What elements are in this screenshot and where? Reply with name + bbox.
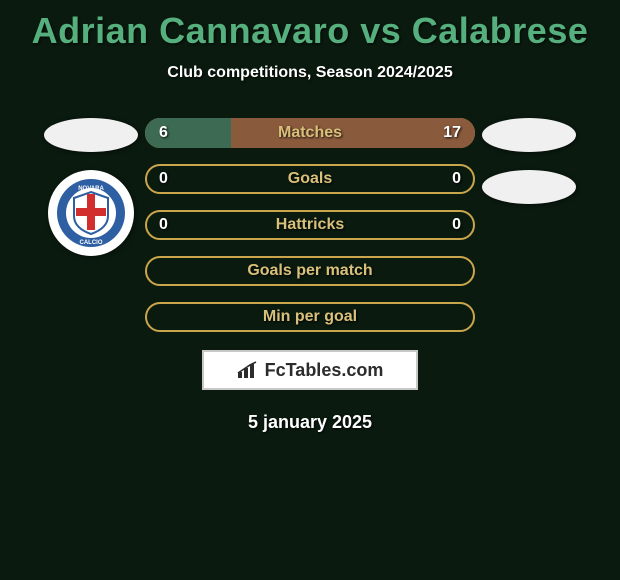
bar-matches: 6 Matches 17 [145, 118, 475, 148]
bar-label: Goals [288, 170, 332, 188]
bar-value-left: 0 [159, 170, 168, 188]
right-player-col [480, 118, 590, 204]
bar-fill-left [145, 118, 231, 148]
date: 5 january 2025 [0, 412, 620, 433]
brand-text: FcTables.com [265, 360, 384, 381]
comparison-card: Adrian Cannavaro vs Calabrese Club compe… [0, 0, 620, 580]
bar-label: Matches [278, 124, 342, 142]
right-club-badge [482, 170, 576, 204]
bar-value-right: 0 [452, 216, 461, 234]
bar-min-per-goal: Min per goal [145, 302, 475, 332]
bar-label: Hattricks [276, 216, 344, 234]
right-player-photo [482, 118, 576, 152]
page-title: Adrian Cannavaro vs Calabrese [0, 10, 620, 52]
bar-value-right: 17 [443, 124, 461, 142]
svg-text:CALCIO: CALCIO [80, 240, 103, 246]
bar-value-left: 6 [159, 124, 168, 142]
bar-hattricks: 0 Hattricks 0 [145, 210, 475, 240]
bar-label: Min per goal [263, 308, 357, 326]
bar-value-left: 0 [159, 216, 168, 234]
bar-goals: 0 Goals 0 [145, 164, 475, 194]
main-row: NOVARA CALCIO 6 Matches 17 0 Goals 0 [0, 118, 620, 390]
stats-column: 6 Matches 17 0 Goals 0 0 Hattricks 0 [140, 118, 480, 390]
bar-value-right: 0 [452, 170, 461, 188]
brand-chart-icon [237, 361, 261, 379]
brand-box: FcTables.com [202, 350, 418, 390]
left-player-photo [44, 118, 138, 152]
bar-fill-right [231, 118, 475, 148]
bar-goals-per-match: Goals per match [145, 256, 475, 286]
bar-label: Goals per match [247, 262, 372, 280]
subtitle: Club competitions, Season 2024/2025 [0, 64, 620, 82]
novara-badge-icon: NOVARA CALCIO [56, 178, 126, 248]
svg-text:NOVARA: NOVARA [78, 186, 104, 192]
left-club-badge: NOVARA CALCIO [48, 170, 134, 256]
left-player-col: NOVARA CALCIO [30, 118, 140, 256]
